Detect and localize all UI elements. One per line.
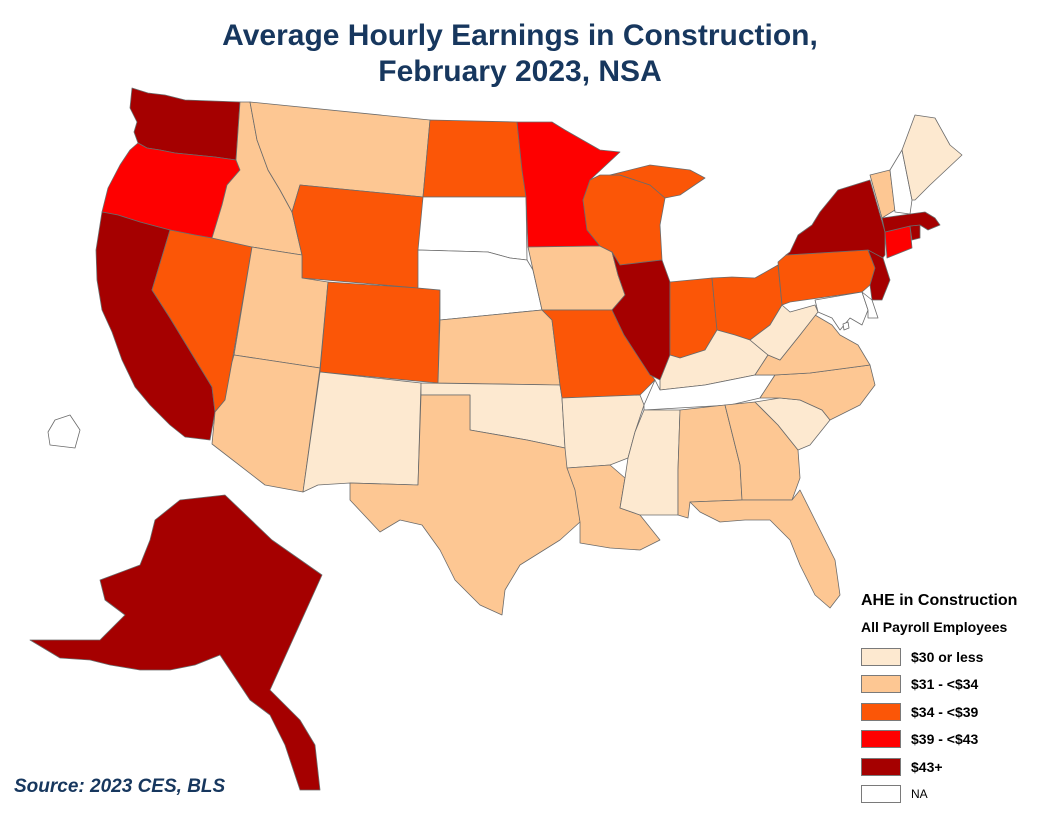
legend-subtitle: All Payroll Employees — [861, 619, 1008, 635]
legend-label-c3: $34 - <$39 — [911, 703, 979, 720]
legend: AHE in Construction All Payroll Employee… — [861, 592, 1051, 808]
state-il[interactable] — [611, 251, 671, 381]
legend-swatch-na — [861, 785, 901, 804]
state-me[interactable] — [901, 114, 963, 201]
legend-swatch-c5 — [861, 757, 901, 776]
map-title-line-2: February 2023, NSA — [378, 55, 662, 88]
state-tx[interactable] — [349, 394, 581, 616]
legend-swatch-c4 — [861, 730, 901, 749]
state-ma[interactable] — [881, 211, 941, 233]
state-co[interactable] — [319, 281, 441, 384]
state-nd[interactable] — [422, 119, 527, 198]
legend-item-c5: $43+ — [861, 753, 1051, 781]
legend-label-c1: $30 or less — [911, 648, 984, 665]
legend-item-c1: $30 or less — [861, 643, 1051, 671]
state-ri[interactable] — [909, 224, 921, 241]
state-hi[interactable] — [47, 414, 81, 449]
state-nj[interactable] — [867, 249, 891, 301]
map-title-line-1: Average Hourly Earnings in Construction, — [222, 19, 818, 52]
state-ks[interactable] — [437, 309, 561, 386]
legend-item-na: NA — [861, 781, 1051, 809]
legend-item-c3: $34 - <$39 — [861, 698, 1051, 726]
state-dc[interactable] — [842, 321, 850, 331]
state-de[interactable] — [861, 291, 879, 319]
state-fl[interactable] — [689, 489, 841, 609]
state-nh[interactable] — [889, 149, 913, 215]
state-mi[interactable] — [609, 164, 706, 199]
legend-swatch-c1 — [861, 647, 901, 666]
state-ny[interactable] — [785, 179, 886, 269]
legend-item-c2: $31 - <$34 — [861, 671, 1051, 699]
state-la[interactable] — [566, 464, 661, 551]
state-ia[interactable] — [527, 245, 626, 311]
legend-label-c4: $39 - <$43 — [911, 731, 979, 748]
legend-label-c5: $43+ — [911, 758, 943, 775]
legend-label-na: NA — [911, 787, 928, 802]
state-nm[interactable] — [302, 371, 422, 493]
state-ak[interactable] — [29, 494, 323, 791]
map-title: Average Hourly Earnings in Construction,… — [0, 18, 1040, 90]
legend-swatch-c2 — [861, 675, 901, 694]
source-note: Source: 2023 CES, BLS — [14, 776, 226, 797]
legend-title: AHE in Construction — [861, 592, 1018, 609]
state-wv[interactable] — [749, 304, 819, 361]
legend-swatch-c3 — [861, 702, 901, 721]
legend-label-c2: $31 - <$34 — [911, 676, 979, 693]
legend-item-c4: $39 - <$43 — [861, 726, 1051, 754]
state-wy[interactable] — [291, 184, 424, 289]
